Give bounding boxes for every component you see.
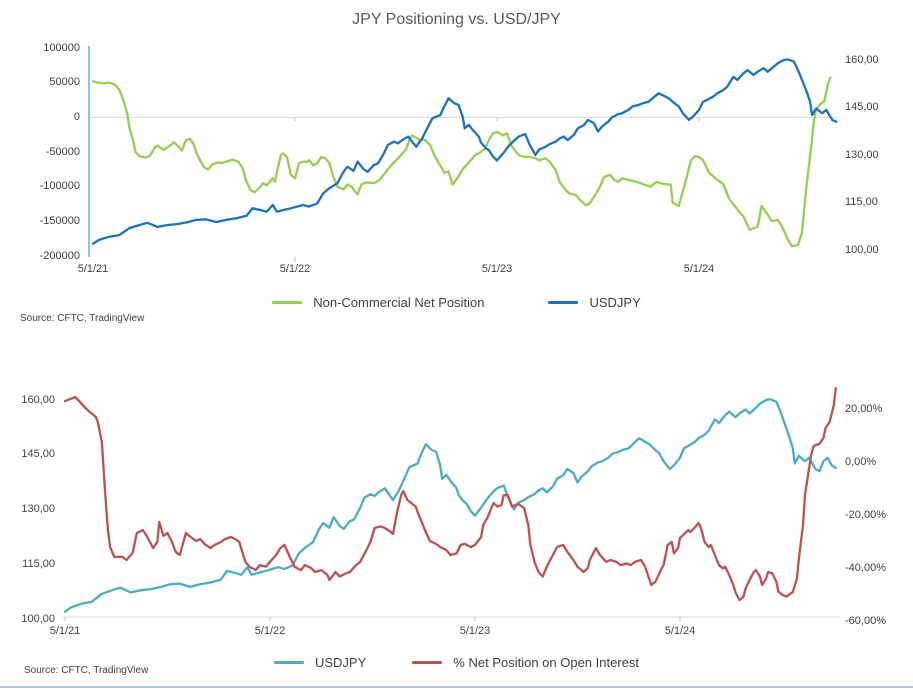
y-right-tick-label: 130,00	[845, 148, 879, 161]
legend-label-pct-net-position: % Net Position on Open Interest	[453, 655, 639, 670]
y-right-tick-label: 0,00%	[845, 455, 877, 468]
y-right-tick-label: -60,00%	[845, 614, 886, 627]
series-line-usdjpy	[91, 58, 838, 245]
y-left-tick-label: 130,00	[21, 503, 55, 515]
bottom-divider-line	[0, 686, 913, 688]
legend-label-usdjpy: USDJPY	[589, 295, 641, 310]
y-left-tick-label: 0	[73, 110, 80, 123]
legend-bottom: USDJPY % Net Position on Open Interest	[0, 655, 913, 670]
x-tick-label: 5/1/23	[459, 625, 491, 637]
legend-label-net-position: Non-Commercial Net Position	[313, 295, 485, 310]
y-right-tick-label: 100,00	[845, 243, 879, 256]
y-left-tick-label: 100000	[43, 41, 80, 54]
x-tick-label: 5/1/24	[683, 263, 715, 275]
legend-top: Non-Commercial Net Position USDJPY	[0, 295, 913, 310]
legend-item-usdjpy: USDJPY	[548, 295, 641, 310]
series-line--net-position-on-open-interest	[63, 386, 837, 602]
legend-item-usdjpy-bottom: USDJPY	[273, 655, 367, 670]
legend-swatch-pct-net-position-line	[412, 661, 443, 664]
x-tick-label: 5/1/24	[664, 625, 696, 637]
y-right-tick-label: -20,00%	[845, 508, 886, 521]
y-left-tick-label: 160,00	[21, 393, 55, 406]
y-left-tick-label: -100000	[39, 180, 80, 193]
y-right-tick-label: 115,00	[845, 196, 878, 208]
source-note-top: Source: CFTC, TradingView	[20, 313, 145, 324]
y-right-tick-label: 160,00	[845, 53, 879, 66]
legend-swatch-usdjpy-bottom-line	[273, 661, 304, 664]
legend-label-usdjpy-bottom: USDJPY	[314, 655, 367, 670]
legend-swatch-net-position-line	[272, 301, 303, 304]
x-tick-label: 5/1/23	[481, 263, 513, 275]
x-tick-label: 5/1/21	[77, 263, 109, 275]
series-line-non-commercial-net-position	[91, 76, 832, 248]
y-left-tick-label: -150000	[39, 214, 80, 227]
y-left-tick-label: -50000	[45, 145, 80, 158]
source-note-bottom: Source: CFTC, TradingView	[24, 665, 149, 676]
legend-swatch-usdjpy-line	[548, 301, 579, 304]
y-left-tick-label: 115,00	[22, 557, 55, 570]
y-right-tick-label: -40,00%	[845, 561, 886, 574]
y-left-tick-label: 50000	[49, 76, 80, 89]
legend-item-pct-net-position: % Net Position on Open Interest	[412, 655, 639, 670]
x-tick-label: 5/1/22	[279, 263, 311, 275]
x-tick-label: 5/1/21	[49, 625, 81, 637]
y-left-tick-label: -200000	[39, 249, 80, 262]
series-line-usdjpy	[63, 398, 837, 613]
y-right-tick-label: 145,00	[845, 101, 879, 113]
y-right-tick-label: 20,00%	[845, 402, 883, 415]
chart-title: JPY Positioning vs. USD/JPY	[352, 11, 561, 28]
y-left-tick-label: 100,00	[21, 612, 55, 625]
x-tick-label: 5/1/22	[254, 625, 286, 637]
y-left-tick-label: 145,00	[21, 448, 55, 461]
legend-item-net-position: Non-Commercial Net Position	[272, 295, 484, 310]
